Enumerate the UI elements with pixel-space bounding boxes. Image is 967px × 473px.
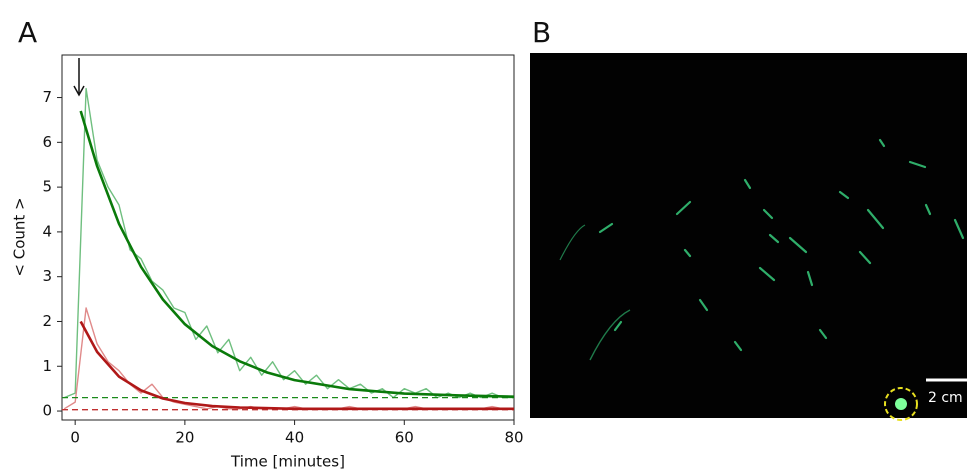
source-marker — [884, 387, 918, 421]
source — [895, 398, 907, 410]
image-background — [530, 53, 967, 418]
scale-bar-label: 2 cm — [928, 390, 963, 406]
y-tick-label: 6 — [42, 133, 52, 151]
arrow-head — [73, 85, 85, 97]
micrograph: 2 cm — [530, 53, 967, 421]
y-tick-label: 2 — [42, 312, 52, 330]
x-tick-label: 80 — [504, 429, 523, 447]
series-line — [63, 87, 514, 399]
y-tick-label: 3 — [42, 267, 52, 285]
y-tick-label: 1 — [42, 357, 52, 375]
x-axis-label: Time [minutes] — [230, 453, 345, 471]
tracks — [598, 138, 965, 352]
series-line — [79, 320, 514, 411]
track — [589, 309, 631, 361]
panel-label: B — [532, 16, 551, 49]
y-tick-label: 7 — [42, 88, 52, 106]
x-tick-label: 40 — [285, 429, 304, 447]
y-tick-label: 0 — [42, 402, 52, 420]
y-axis-label: < Count > — [11, 197, 29, 276]
series-line — [79, 110, 515, 398]
y-tick-label: 4 — [42, 222, 52, 240]
panel-label: A — [18, 16, 37, 49]
track — [559, 224, 586, 261]
x-tick-label: 20 — [175, 429, 194, 447]
plot: 0 1 2 3 4 5 6 7 0 20 40 60 80 — [42, 54, 524, 447]
plot-frame — [61, 54, 515, 421]
y-tick-label: 5 — [42, 178, 52, 196]
x-tick-label: 0 — [70, 429, 80, 447]
x-tick-label: 60 — [395, 429, 414, 447]
